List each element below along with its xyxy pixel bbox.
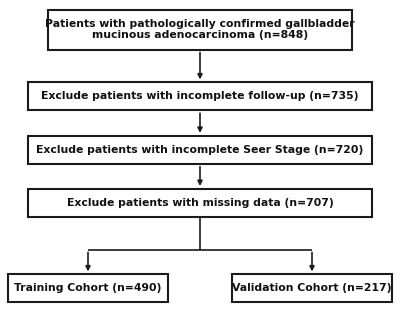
Text: Validation Cohort (n=217): Validation Cohort (n=217) — [232, 283, 392, 293]
FancyBboxPatch shape — [48, 10, 352, 50]
Text: Exclude patients with incomplete follow-up (n=735): Exclude patients with incomplete follow-… — [41, 91, 359, 101]
FancyBboxPatch shape — [8, 274, 168, 302]
Text: Training Cohort (n=490): Training Cohort (n=490) — [14, 283, 162, 293]
FancyBboxPatch shape — [28, 189, 372, 217]
Text: Patients with pathologically confirmed gallbladder
mucinous adenocarcinoma (n=84: Patients with pathologically confirmed g… — [45, 19, 355, 40]
FancyBboxPatch shape — [28, 136, 372, 164]
Text: Exclude patients with missing data (n=707): Exclude patients with missing data (n=70… — [67, 198, 333, 208]
Text: Exclude patients with incomplete Seer Stage (n=720): Exclude patients with incomplete Seer St… — [36, 145, 364, 155]
FancyBboxPatch shape — [28, 82, 372, 110]
FancyBboxPatch shape — [232, 274, 392, 302]
